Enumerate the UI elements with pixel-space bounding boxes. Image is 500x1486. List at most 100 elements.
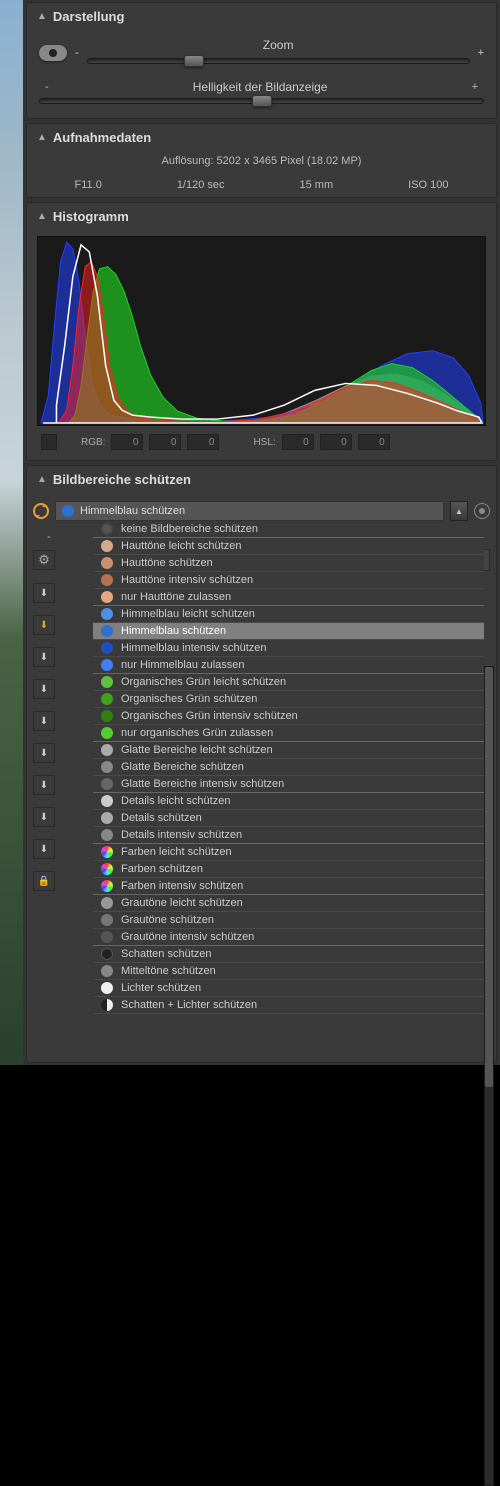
dropdown-item-label: nur Hauttöne zulassen: [121, 591, 231, 603]
dropdown-item[interactable]: Organisches Grün intensiv schützen: [93, 708, 484, 725]
swatch-icon: [101, 574, 113, 586]
dropdown-item[interactable]: Himmelblau leicht schützen: [93, 606, 484, 623]
swatch-icon: [101, 914, 113, 926]
action-download-alt-button[interactable]: [33, 615, 55, 635]
dropdown-item-label: Lichter schützen: [121, 982, 201, 994]
dropdown-item[interactable]: Hauttöne leicht schützen: [93, 538, 484, 555]
brightness-label: Helligkeit der Bildanzeige: [49, 80, 472, 94]
swatch-icon: [101, 693, 113, 705]
target-picker-icon[interactable]: [474, 503, 490, 519]
settings-gear-button[interactable]: [33, 550, 55, 570]
dropdown-item[interactable]: Schatten + Lichter schützen: [93, 997, 484, 1014]
panel-header-protect[interactable]: ▲ Bildbereiche schützen: [27, 466, 496, 493]
dropdown-item[interactable]: Glatte Bereiche leicht schützen: [93, 742, 484, 759]
action-button-3[interactable]: [33, 647, 55, 667]
dropdown-item-label: Organisches Grün schützen: [121, 693, 257, 705]
panel-histogramm: ▲ Histogramm RGB: 0 0 0 HSL: 0: [26, 202, 497, 461]
eye-icon[interactable]: [39, 45, 67, 61]
action-button-7[interactable]: [33, 775, 55, 795]
dropdown-item[interactable]: Grautöne schützen: [93, 912, 484, 929]
swatch-icon: [101, 897, 113, 909]
swatch-icon: [101, 931, 113, 943]
rgb-g-value: 0: [149, 434, 181, 450]
dropdown-item-label: Glatte Bereiche schützen: [121, 761, 244, 773]
dropdown-item[interactable]: Details schützen: [93, 810, 484, 827]
hsl-h-value: 0: [282, 434, 314, 450]
protect-dropdown-list[interactable]: keine Bildbereiche schützen Hauttöne leic…: [93, 521, 484, 1014]
swatch-icon: [101, 880, 113, 892]
iso-value: ISO 100: [408, 179, 448, 191]
dropdown-item[interactable]: nur organisches Grün zulassen: [93, 725, 484, 742]
action-button-8[interactable]: [33, 807, 55, 827]
dropdown-item-label: Hauttöne leicht schützen: [121, 540, 241, 552]
panel-title: Histogramm: [53, 209, 129, 224]
dropdown-item[interactable]: Farben leicht schützen: [93, 844, 484, 861]
dropdown-item-label: Organisches Grün intensiv schützen: [121, 710, 298, 722]
image-preview-strip: [0, 0, 23, 1065]
panel-header-aufnahmedaten[interactable]: ▲ Aufnahmedaten: [27, 124, 496, 151]
panel-title: Aufnahmedaten: [53, 130, 151, 145]
dropdown-item[interactable]: Hauttöne schützen: [93, 555, 484, 572]
dropdown-item[interactable]: Organisches Grün leicht schützen: [93, 674, 484, 691]
vertical-scrollbar[interactable]: [484, 666, 494, 1486]
dropdown-item[interactable]: Farben intensiv schützen: [93, 878, 484, 895]
swatch-icon: [101, 965, 113, 977]
dropdown-item-label: Schatten schützen: [121, 948, 212, 960]
action-button-5[interactable]: [33, 711, 55, 731]
swatch-icon: [101, 761, 113, 773]
action-button-9[interactable]: [33, 839, 55, 859]
dropdown-item[interactable]: Organisches Grün schützen: [93, 691, 484, 708]
action-button-4[interactable]: [33, 679, 55, 699]
minus-label: -: [75, 47, 79, 59]
zoom-thumb[interactable]: [184, 55, 204, 67]
action-button-6[interactable]: [33, 743, 55, 763]
panel-header-darstellung[interactable]: ▲ Darstellung: [27, 3, 496, 30]
zoom-slider[interactable]: [87, 58, 470, 64]
swatch-icon: [101, 744, 113, 756]
dropdown-item[interactable]: nur Hauttöne zulassen: [93, 589, 484, 606]
dropdown-item[interactable]: Grautöne leicht schützen: [93, 895, 484, 912]
dropdown-item[interactable]: nur Himmelblau zulassen: [93, 657, 484, 674]
swatch-icon: [101, 829, 113, 841]
rgb-r-value: 0: [111, 434, 143, 450]
scrollbar-thumb[interactable]: [485, 667, 493, 1087]
dropdown-item[interactable]: Details leicht schützen: [93, 793, 484, 810]
panel-header-histogramm[interactable]: ▲ Histogramm: [27, 203, 496, 230]
dropdown-item[interactable]: Mitteltöne schützen: [93, 963, 484, 980]
protect-dropdown[interactable]: Himmelblau schützen: [55, 501, 444, 521]
dropdown-item[interactable]: Lichter schützen: [93, 980, 484, 997]
swatch-icon: [101, 659, 113, 671]
dropdown-item-label: Hauttöne intensiv schützen: [121, 574, 253, 586]
collapse-arrow-icon: ▲: [37, 132, 47, 143]
brightness-slider[interactable]: [39, 98, 484, 104]
dropdown-item[interactable]: Hauttöne intensiv schützen: [93, 572, 484, 589]
dropdown-item[interactable]: Schatten schützen: [93, 946, 484, 963]
swatch-icon: [101, 999, 113, 1011]
dropdown-item[interactable]: Himmelblau intensiv schützen: [93, 640, 484, 657]
swatch-icon: [101, 795, 113, 807]
reset-icon[interactable]: [33, 503, 49, 519]
dropdown-item[interactable]: Grautöne intensiv schützen: [93, 929, 484, 946]
collapse-arrow-icon: ▲: [37, 11, 47, 22]
swatch-icon: [101, 642, 113, 654]
dropdown-item-label: Farben leicht schützen: [121, 846, 232, 858]
exif-row: F11.0 1/120 sec 15 mm ISO 100: [27, 177, 496, 197]
dropdown-item-label: Grautöne intensiv schützen: [121, 931, 254, 943]
brightness-thumb[interactable]: [252, 95, 272, 107]
histogram-checkbox[interactable]: [41, 434, 57, 450]
action-button-10[interactable]: 🔒: [33, 871, 55, 891]
swatch-icon: [101, 625, 113, 637]
dropdown-item-label: Glatte Bereiche leicht schützen: [121, 744, 273, 756]
panel-title: Darstellung: [53, 9, 125, 24]
dropdown-item[interactable]: Himmelblau schützen: [93, 623, 484, 640]
dropdown-item-label: Himmelblau schützen: [121, 625, 226, 637]
dropdown-item[interactable]: Glatte Bereiche intensiv schützen: [93, 776, 484, 793]
dropdown-item[interactable]: Glatte Bereiche schützen: [93, 759, 484, 776]
dropdown-item[interactable]: keine Bildbereiche schützen: [93, 521, 484, 538]
dropdown-item[interactable]: Details intensiv schützen: [93, 827, 484, 844]
minus-label: -: [47, 531, 51, 543]
dropdown-item[interactable]: Farben schützen: [93, 861, 484, 878]
action-download-button[interactable]: [33, 583, 55, 603]
swatch-icon: [101, 540, 113, 552]
dropdown-toggle-button[interactable]: ▲: [450, 501, 468, 521]
